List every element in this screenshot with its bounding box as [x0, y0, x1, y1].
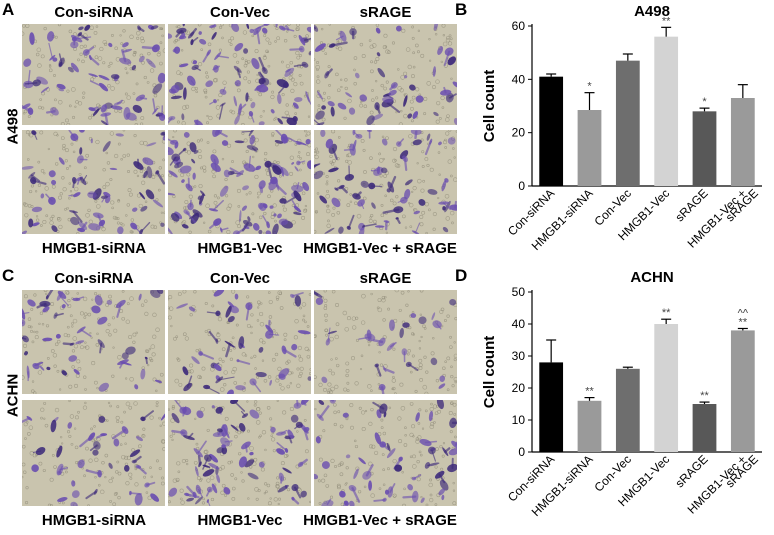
bar	[539, 362, 564, 452]
y-tick-label: 0	[518, 445, 525, 459]
bar	[539, 76, 564, 186]
panel-letter-a: A	[2, 0, 15, 19]
y-tick-label: 10	[512, 413, 526, 427]
y-tick-label: 50	[512, 285, 526, 299]
chart-title: ACHN	[630, 269, 673, 286]
micrograph-c-hmgb1-vec-srage	[314, 400, 457, 506]
bar	[692, 111, 717, 186]
image-label-a-con-sirna: Con-siRNA	[54, 4, 134, 21]
image-label-c-srage: sRAGE	[359, 270, 412, 287]
panel-letter-c: C	[2, 266, 15, 285]
panel-letter-b: B	[455, 0, 468, 19]
image-label-c-hmgb1-sirna: HMGB1-siRNA	[41, 512, 147, 529]
image-label-a-hmgb1-sirna: HMGB1-siRNA	[41, 240, 147, 257]
image-label-a-con-vec: Con-Vec	[209, 4, 270, 21]
micrograph-c-hmgb1-sirna	[22, 400, 165, 506]
y-axis-label: Cell count	[481, 336, 498, 409]
image-label-a-hmgb1-vec: HMGB1-Vec	[197, 240, 283, 257]
y-tick-label: 40	[512, 317, 526, 331]
bar	[577, 110, 602, 186]
significance-label: **	[739, 316, 748, 328]
bar	[654, 36, 679, 186]
significance-label: **	[700, 390, 709, 402]
micrograph-a-con-vec	[168, 24, 311, 125]
image-label-c-con-vec: Con-Vec	[209, 270, 270, 287]
image-label-c-hmgb1-vec: HMGB1-Vec	[197, 512, 283, 529]
row-label-a498: A498	[4, 108, 22, 145]
micrograph-c-hmgb1-vec	[168, 400, 311, 506]
micrograph-a-hmgb1-vec	[168, 130, 311, 234]
image-label-c-hmgb1-vec-srage: HMGB1-Vec + sRAGE	[303, 512, 457, 529]
y-tick-label: 30	[512, 349, 526, 363]
micrograph-c-srage	[314, 290, 457, 394]
micrograph-c-con-vec	[168, 290, 311, 394]
micrograph-c-con-sirna	[22, 290, 165, 394]
bar	[654, 324, 679, 452]
bar	[730, 98, 755, 186]
significance-label: *	[587, 81, 592, 93]
y-tick-label: 0	[518, 179, 525, 193]
micrograph-a-con-sirna	[22, 24, 165, 125]
significance-label: **	[662, 15, 671, 27]
y-tick-label: 40	[512, 72, 526, 86]
image-label-c-con-sirna: Con-siRNA	[54, 270, 134, 287]
bar	[615, 60, 640, 186]
significance-label: *	[702, 96, 707, 108]
micrograph-a-hmgb1-vec-srage	[314, 130, 457, 234]
micrograph-a-hmgb1-sirna	[22, 130, 165, 234]
y-tick-label: 20	[512, 126, 526, 140]
significance-label: ^^	[738, 307, 749, 319]
y-axis-label: Cell count	[481, 70, 498, 143]
bar	[730, 330, 755, 452]
significance-label: **	[585, 386, 594, 398]
significance-label: **	[662, 307, 671, 319]
x-tick-label: sRAGE	[672, 452, 710, 490]
row-label-achn: ACHN	[4, 373, 22, 418]
micrograph-a-srage	[314, 24, 457, 125]
image-label-a-hmgb1-vec-srage: HMGB1-Vec + sRAGE	[303, 240, 457, 257]
x-tick-label: sRAGE	[672, 186, 710, 224]
bar	[692, 404, 717, 452]
panel-letter-d: D	[455, 266, 468, 285]
chart-title: A498	[634, 3, 670, 20]
bar	[615, 368, 640, 452]
y-tick-label: 60	[512, 19, 526, 33]
y-tick-label: 20	[512, 381, 526, 395]
image-label-a-srage: sRAGE	[359, 4, 412, 21]
bar	[577, 400, 602, 452]
